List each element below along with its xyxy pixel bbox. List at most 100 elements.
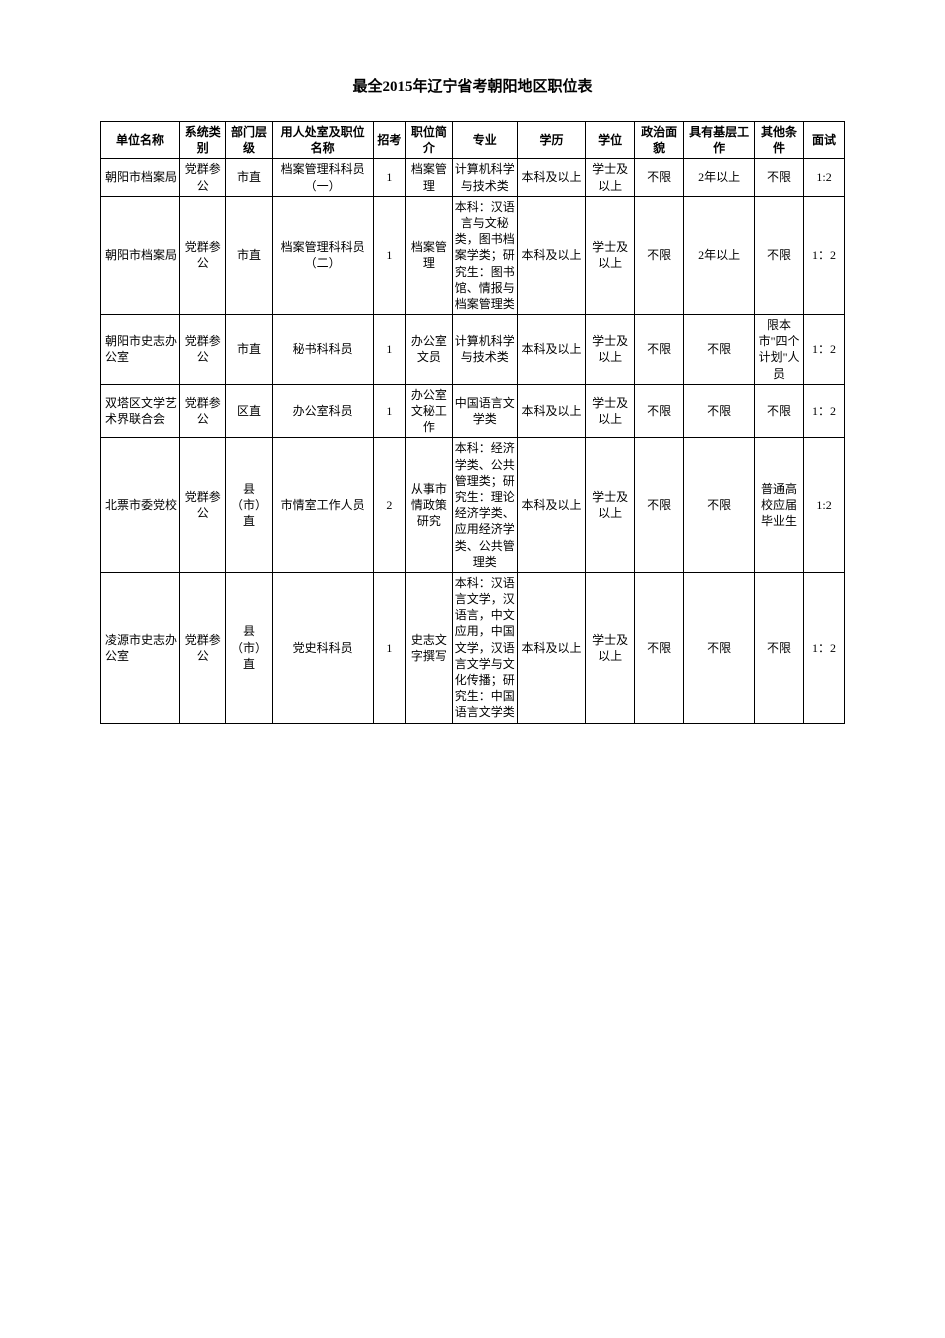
cell-recruit: 1 xyxy=(373,384,406,438)
cell-unit: 朝阳市档案局 xyxy=(101,196,180,314)
cell-political: 不限 xyxy=(635,159,684,196)
cell-edu: 本科及以上 xyxy=(517,196,585,314)
cell-dept: 市直 xyxy=(226,159,272,196)
header-grassroot: 具有基层工作 xyxy=(684,122,755,159)
table-header-row: 单位名称 系统类别 部门层级 用人处室及职位名称 招考 职位简介 专业 学历 学… xyxy=(101,122,845,159)
header-unit: 单位名称 xyxy=(101,122,180,159)
table-row: 北票市委党校 党群参公 县（市）直 市情室工作人员 2 从事市情政策研究 本科：… xyxy=(101,438,845,573)
cell-degree: 学士及以上 xyxy=(586,572,635,723)
position-table: 单位名称 系统类别 部门层级 用人处室及职位名称 招考 职位简介 专业 学历 学… xyxy=(100,121,845,724)
cell-desc: 从事市情政策研究 xyxy=(406,438,452,573)
cell-major: 中国语言文学类 xyxy=(452,384,517,438)
cell-system: 党群参公 xyxy=(180,438,226,573)
cell-political: 不限 xyxy=(635,315,684,385)
table-row: 双塔区文学艺术界联合会 党群参公 区直 办公室科员 1 办公室文秘工作 中国语言… xyxy=(101,384,845,438)
header-interview: 面试 xyxy=(804,122,845,159)
cell-position: 办公室科员 xyxy=(272,384,373,438)
cell-other: 普通高校应届毕业生 xyxy=(755,438,804,573)
cell-major: 计算机科学与技术类 xyxy=(452,159,517,196)
cell-political: 不限 xyxy=(635,572,684,723)
cell-dept: 市直 xyxy=(226,196,272,314)
cell-system: 党群参公 xyxy=(180,196,226,314)
header-position: 用人处室及职位名称 xyxy=(272,122,373,159)
cell-edu: 本科及以上 xyxy=(517,315,585,385)
cell-major: 本科：经济学类、公共管理类；研究生：理论经济学类、应用经济学类、公共管理类 xyxy=(452,438,517,573)
cell-system: 党群参公 xyxy=(180,315,226,385)
cell-recruit: 1 xyxy=(373,159,406,196)
table-row: 朝阳市档案局 党群参公 市直 档案管理科科员（一） 1 档案管理 计算机科学与技… xyxy=(101,159,845,196)
cell-unit: 北票市委党校 xyxy=(101,438,180,573)
cell-dept: 市直 xyxy=(226,315,272,385)
cell-edu: 本科及以上 xyxy=(517,159,585,196)
cell-political: 不限 xyxy=(635,438,684,573)
header-other: 其他条件 xyxy=(755,122,804,159)
cell-desc: 档案管理 xyxy=(406,196,452,314)
cell-major: 本科：汉语言与文秘类，图书档案学类；研究生：图书馆、情报与档案管理类 xyxy=(452,196,517,314)
cell-system: 党群参公 xyxy=(180,159,226,196)
cell-interview: 1：2 xyxy=(804,196,845,314)
cell-dept: 县（市）直 xyxy=(226,572,272,723)
header-degree: 学位 xyxy=(586,122,635,159)
cell-grassroot: 不限 xyxy=(684,438,755,573)
cell-edu: 本科及以上 xyxy=(517,572,585,723)
cell-other: 不限 xyxy=(755,159,804,196)
cell-grassroot: 2年以上 xyxy=(684,196,755,314)
cell-desc: 档案管理 xyxy=(406,159,452,196)
cell-system: 党群参公 xyxy=(180,384,226,438)
cell-edu: 本科及以上 xyxy=(517,438,585,573)
cell-desc: 办公室文秘工作 xyxy=(406,384,452,438)
page-title: 最全2015年辽宁省考朝阳地区职位表 xyxy=(100,75,845,96)
cell-degree: 学士及以上 xyxy=(586,315,635,385)
cell-dept: 区直 xyxy=(226,384,272,438)
table-row: 朝阳市档案局 党群参公 市直 档案管理科科员（二） 1 档案管理 本科：汉语言与… xyxy=(101,196,845,314)
cell-desc: 办公室文员 xyxy=(406,315,452,385)
cell-other: 限本市"四个计划"人员 xyxy=(755,315,804,385)
cell-recruit: 1 xyxy=(373,315,406,385)
cell-other: 不限 xyxy=(755,196,804,314)
header-system: 系统类别 xyxy=(180,122,226,159)
cell-grassroot: 不限 xyxy=(684,384,755,438)
cell-dept: 县（市）直 xyxy=(226,438,272,573)
cell-interview: 1：2 xyxy=(804,384,845,438)
cell-interview: 1:2 xyxy=(804,438,845,573)
header-recruit: 招考 xyxy=(373,122,406,159)
table-body: 朝阳市档案局 党群参公 市直 档案管理科科员（一） 1 档案管理 计算机科学与技… xyxy=(101,159,845,723)
cell-grassroot: 不限 xyxy=(684,572,755,723)
cell-interview: 1:2 xyxy=(804,159,845,196)
cell-political: 不限 xyxy=(635,384,684,438)
cell-interview: 1：2 xyxy=(804,315,845,385)
cell-grassroot: 不限 xyxy=(684,315,755,385)
cell-position: 秘书科科员 xyxy=(272,315,373,385)
cell-unit: 双塔区文学艺术界联合会 xyxy=(101,384,180,438)
cell-degree: 学士及以上 xyxy=(586,196,635,314)
cell-unit: 朝阳市史志办公室 xyxy=(101,315,180,385)
cell-major: 本科：汉语言文学，汉语言，中文应用，中国文学，汉语言文学与文化传播；研究生：中国… xyxy=(452,572,517,723)
cell-degree: 学士及以上 xyxy=(586,159,635,196)
cell-position: 市情室工作人员 xyxy=(272,438,373,573)
cell-recruit: 2 xyxy=(373,438,406,573)
cell-position: 档案管理科科员（二） xyxy=(272,196,373,314)
cell-other: 不限 xyxy=(755,572,804,723)
cell-edu: 本科及以上 xyxy=(517,384,585,438)
cell-position: 档案管理科科员（一） xyxy=(272,159,373,196)
cell-system: 党群参公 xyxy=(180,572,226,723)
header-political: 政治面貌 xyxy=(635,122,684,159)
cell-position: 党史科科员 xyxy=(272,572,373,723)
table-row: 凌源市史志办公室 党群参公 县（市）直 党史科科员 1 史志文字撰写 本科：汉语… xyxy=(101,572,845,723)
header-major: 专业 xyxy=(452,122,517,159)
cell-desc: 史志文字撰写 xyxy=(406,572,452,723)
cell-other: 不限 xyxy=(755,384,804,438)
cell-degree: 学士及以上 xyxy=(586,384,635,438)
cell-degree: 学士及以上 xyxy=(586,438,635,573)
cell-unit: 凌源市史志办公室 xyxy=(101,572,180,723)
cell-recruit: 1 xyxy=(373,572,406,723)
cell-recruit: 1 xyxy=(373,196,406,314)
cell-political: 不限 xyxy=(635,196,684,314)
header-dept: 部门层级 xyxy=(226,122,272,159)
cell-interview: 1：2 xyxy=(804,572,845,723)
table-row: 朝阳市史志办公室 党群参公 市直 秘书科科员 1 办公室文员 计算机科学与技术类… xyxy=(101,315,845,385)
cell-unit: 朝阳市档案局 xyxy=(101,159,180,196)
header-edu: 学历 xyxy=(517,122,585,159)
cell-major: 计算机科学与技术类 xyxy=(452,315,517,385)
cell-grassroot: 2年以上 xyxy=(684,159,755,196)
